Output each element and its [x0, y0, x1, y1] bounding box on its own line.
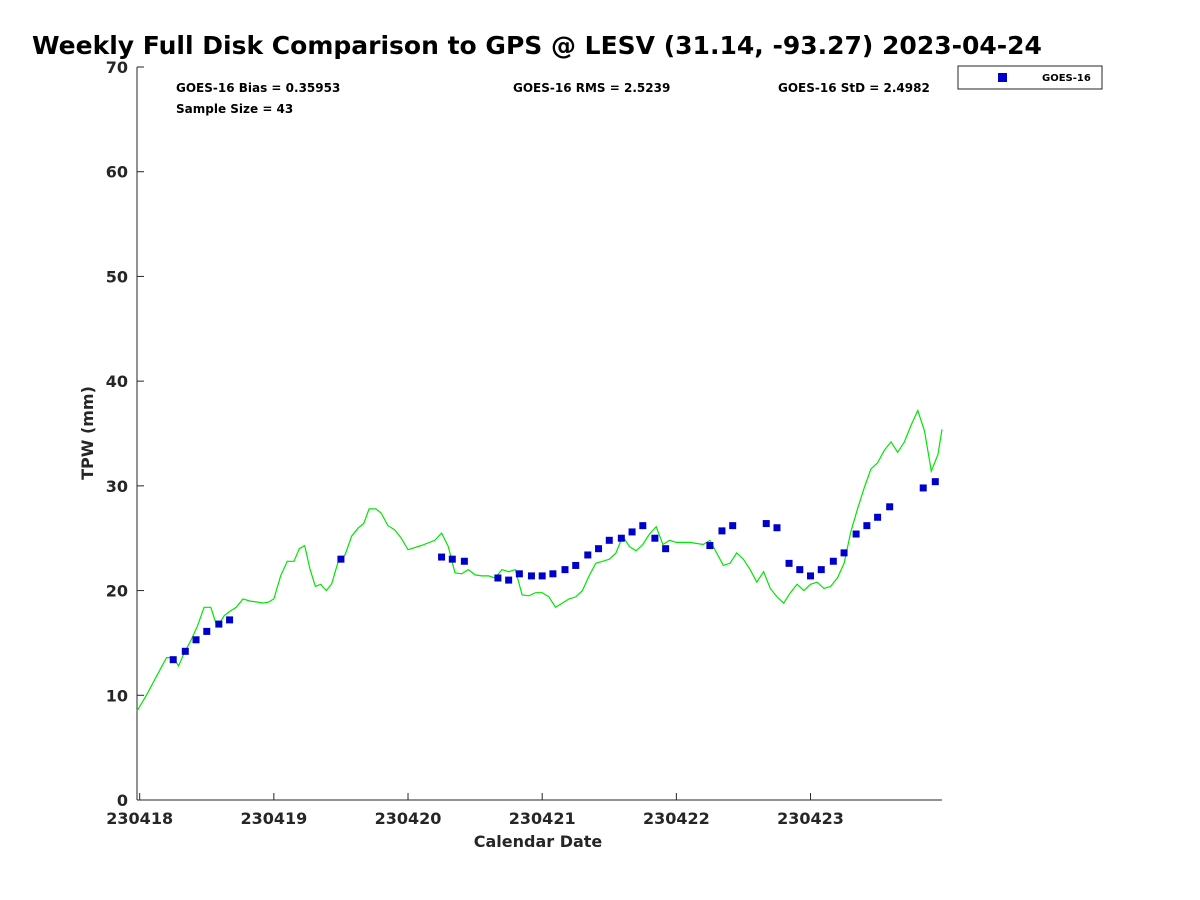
- y-tick-label: 70: [106, 58, 128, 77]
- goes16-data-point: [538, 572, 546, 580]
- goes16-data-point: [706, 542, 714, 550]
- legend-marker-goes16: [998, 73, 1007, 82]
- goes16-data-point: [549, 570, 557, 578]
- goes16-data-point: [919, 484, 927, 492]
- goes16-data-point: [584, 551, 592, 559]
- x-tick-label: 230419: [240, 809, 307, 828]
- goes16-data-point: [226, 616, 234, 624]
- goes16-data-point: [840, 549, 848, 557]
- goes16-data-point: [817, 566, 825, 574]
- legend: GOES-16: [957, 65, 1103, 90]
- goes16-data-point: [852, 530, 860, 538]
- y-tick-label: 40: [106, 372, 128, 391]
- goes16-data-point: [829, 557, 837, 565]
- goes16-data-point: [605, 536, 613, 544]
- x-tick-label: 230421: [509, 809, 576, 828]
- goes16-data-point: [192, 636, 200, 644]
- bias-annotation: GOES-16 Bias = 0.35953: [176, 81, 340, 95]
- y-tick-label: 50: [106, 267, 128, 286]
- goes16-data-point: [662, 545, 670, 553]
- goes16-data-point: [931, 478, 939, 486]
- y-tick-label: 30: [106, 477, 128, 496]
- goes16-series-markers: [169, 478, 939, 664]
- y-tick-label: 10: [106, 686, 128, 705]
- goes16-data-point: [203, 627, 211, 635]
- y-tick-label: 20: [106, 582, 128, 601]
- sample-size-annotation: Sample Size = 43: [176, 102, 293, 116]
- goes16-data-point: [617, 534, 625, 542]
- goes16-data-point: [762, 520, 770, 528]
- x-tick-label: 230420: [375, 809, 442, 828]
- goes16-data-point: [651, 534, 659, 542]
- plot-area: [137, 67, 942, 800]
- goes16-data-point: [628, 528, 636, 536]
- legend-label-goes16: GOES-16: [1042, 73, 1091, 84]
- goes16-data-point: [494, 574, 502, 582]
- goes16-data-point: [438, 553, 446, 561]
- goes16-data-point: [729, 522, 737, 530]
- y-axis-ticks: 0 10 20 30 40 50 60 70: [106, 58, 144, 810]
- y-tick-label: 0: [117, 791, 128, 810]
- goes16-data-point: [572, 561, 580, 569]
- x-axis-label: Calendar Date: [474, 832, 603, 851]
- y-tick-label: 60: [106, 163, 128, 182]
- goes16-data-point: [515, 570, 523, 578]
- x-tick-label: 230423: [777, 809, 844, 828]
- goes16-data-point: [561, 566, 569, 574]
- rms-annotation: GOES-16 RMS = 2.5239: [513, 81, 670, 95]
- goes16-data-point: [886, 503, 894, 511]
- goes16-data-point: [773, 524, 781, 532]
- goes16-data-point: [181, 647, 189, 655]
- goes16-data-point: [337, 555, 345, 563]
- y-axis-label: TPW (mm): [78, 386, 97, 480]
- legend-box: [957, 65, 1103, 90]
- x-tick-label: 230418: [106, 809, 173, 828]
- x-tick-label: 230422: [643, 809, 710, 828]
- x-axis-ticks: 230418 230419 230420 230421 230422 230423: [106, 793, 844, 828]
- goes16-data-point: [863, 522, 871, 530]
- std-annotation: GOES-16 StD = 2.4982: [778, 81, 930, 95]
- goes16-data-point: [505, 576, 513, 584]
- goes16-data-point: [448, 555, 456, 563]
- goes16-data-point: [527, 572, 535, 580]
- goes16-data-point: [169, 656, 177, 664]
- goes16-data-point: [639, 522, 647, 530]
- chart-title: Weekly Full Disk Comparison to GPS @ LES…: [32, 31, 1042, 60]
- goes16-data-point: [215, 620, 223, 628]
- goes16-data-point: [595, 545, 603, 553]
- goes16-data-point: [460, 557, 468, 565]
- goes16-data-point: [807, 572, 815, 580]
- goes16-data-point: [718, 527, 726, 535]
- goes16-data-point: [874, 513, 882, 521]
- gps-series-line: [136, 408, 943, 712]
- goes16-data-point: [785, 559, 793, 567]
- goes16-data-point: [796, 566, 804, 574]
